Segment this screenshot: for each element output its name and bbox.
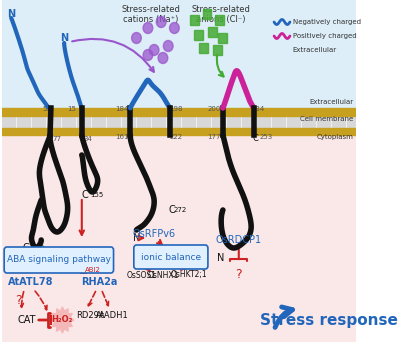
Bar xyxy=(302,116,315,128)
Text: OsNHX1: OsNHX1 xyxy=(147,271,178,279)
Bar xyxy=(2,116,15,128)
Text: 253: 253 xyxy=(260,134,273,140)
Bar xyxy=(92,116,105,128)
Text: C: C xyxy=(23,243,30,253)
Bar xyxy=(203,9,211,19)
Text: 77: 77 xyxy=(53,136,62,142)
Text: N: N xyxy=(7,9,15,19)
Text: Positively charged: Positively charged xyxy=(293,33,356,39)
Text: Cell membrane: Cell membrane xyxy=(300,116,353,122)
Text: Negatively charged: Negatively charged xyxy=(293,19,360,25)
Text: 272: 272 xyxy=(174,207,187,213)
Text: 34: 34 xyxy=(83,136,92,142)
Bar xyxy=(219,33,227,43)
Bar xyxy=(2,0,356,108)
Bar xyxy=(107,116,120,128)
Circle shape xyxy=(132,32,141,43)
Circle shape xyxy=(156,16,166,27)
Bar xyxy=(63,116,75,128)
Text: 222: 222 xyxy=(169,134,182,140)
FancyBboxPatch shape xyxy=(4,247,113,273)
Circle shape xyxy=(143,23,153,34)
Text: ABA signaling pathway: ABA signaling pathway xyxy=(7,255,111,264)
Text: Cytoplasm: Cytoplasm xyxy=(316,134,353,140)
Text: C: C xyxy=(168,205,175,215)
Bar xyxy=(32,116,45,128)
Text: Stress-related
anions (Cl⁻): Stress-related anions (Cl⁻) xyxy=(192,5,251,24)
Text: 234: 234 xyxy=(252,106,265,112)
Text: RHA2a: RHA2a xyxy=(81,277,117,287)
Text: Extracellular: Extracellular xyxy=(309,99,353,105)
Text: OsHKT2;1: OsHKT2;1 xyxy=(171,271,208,279)
FancyBboxPatch shape xyxy=(134,245,208,269)
Text: C: C xyxy=(81,190,88,200)
Text: ?: ? xyxy=(15,293,22,306)
Text: 155: 155 xyxy=(90,192,103,198)
Bar xyxy=(199,43,208,53)
Text: ?: ? xyxy=(235,268,242,281)
Text: Extracellular: Extracellular xyxy=(293,47,337,53)
Text: AtATL78: AtATL78 xyxy=(8,277,53,287)
Text: Stress-related
cations (Na⁺): Stress-related cations (Na⁺) xyxy=(121,5,180,24)
Bar xyxy=(2,128,356,135)
Bar xyxy=(317,116,330,128)
Text: 198: 198 xyxy=(169,106,182,112)
Bar xyxy=(347,116,360,128)
Bar xyxy=(190,15,199,25)
Bar xyxy=(332,116,344,128)
Bar xyxy=(287,116,300,128)
Circle shape xyxy=(158,53,168,64)
Polygon shape xyxy=(51,307,74,333)
Text: OsRDCP1: OsRDCP1 xyxy=(216,235,262,245)
Text: 55: 55 xyxy=(42,106,51,112)
Bar xyxy=(257,116,269,128)
Text: N: N xyxy=(217,253,225,263)
Text: 161: 161 xyxy=(115,134,129,140)
Bar xyxy=(194,30,203,40)
Bar xyxy=(2,132,356,342)
Bar xyxy=(212,116,225,128)
Bar xyxy=(227,116,240,128)
Text: Stress response: Stress response xyxy=(260,313,398,328)
Text: N: N xyxy=(60,33,68,43)
Circle shape xyxy=(163,40,173,52)
Text: 219: 219 xyxy=(32,245,45,251)
Text: OsSOS1: OsSOS1 xyxy=(127,271,157,279)
Bar xyxy=(182,116,194,128)
Text: 184: 184 xyxy=(115,106,129,112)
Bar xyxy=(215,15,224,25)
Bar xyxy=(242,116,255,128)
Text: CAT: CAT xyxy=(18,315,36,325)
Bar xyxy=(213,45,222,55)
Bar xyxy=(122,116,135,128)
Bar xyxy=(2,108,356,116)
Bar xyxy=(208,27,217,37)
Bar xyxy=(17,116,30,128)
Bar xyxy=(47,116,60,128)
Bar xyxy=(362,116,375,128)
Text: ionic balance: ionic balance xyxy=(141,252,201,262)
Text: N: N xyxy=(133,233,140,243)
Circle shape xyxy=(149,44,159,55)
Text: OsRFPv6: OsRFPv6 xyxy=(133,229,176,239)
Text: AtADH1: AtADH1 xyxy=(96,312,129,320)
Bar xyxy=(272,116,285,128)
Text: RD29A: RD29A xyxy=(76,312,105,320)
Circle shape xyxy=(143,50,153,61)
Bar xyxy=(152,116,165,128)
Bar xyxy=(197,116,210,128)
Bar xyxy=(167,116,180,128)
Text: 177: 177 xyxy=(208,134,221,140)
Text: 200: 200 xyxy=(208,106,221,112)
Text: C: C xyxy=(252,134,258,143)
Text: 15: 15 xyxy=(67,106,76,112)
Bar xyxy=(77,116,90,128)
Circle shape xyxy=(170,23,179,34)
Text: ABI2: ABI2 xyxy=(85,267,101,273)
Text: H₂O₂: H₂O₂ xyxy=(52,316,73,325)
Bar xyxy=(138,116,150,128)
